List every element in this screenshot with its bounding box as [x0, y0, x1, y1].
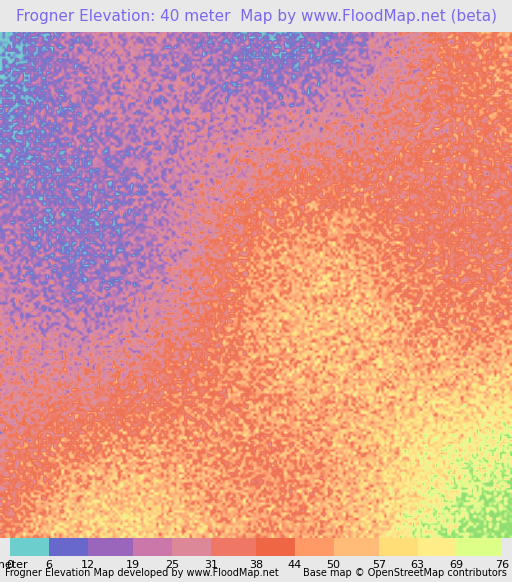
Text: 76: 76 [495, 560, 509, 570]
Text: 6: 6 [46, 560, 53, 570]
Bar [49, 538, 88, 556]
Bar [379, 538, 418, 556]
Text: Frogner Elevation Map developed by www.FloodMap.net: Frogner Elevation Map developed by www.F… [5, 568, 279, 579]
Bar [10, 538, 49, 556]
Bar [88, 538, 133, 556]
Text: 12: 12 [81, 560, 95, 570]
Text: 38: 38 [249, 560, 263, 570]
Bar [172, 538, 211, 556]
Text: Base map © OpenStreetMap contributors: Base map © OpenStreetMap contributors [303, 568, 507, 579]
Text: 25: 25 [165, 560, 179, 570]
Text: 63: 63 [411, 560, 424, 570]
Text: 19: 19 [126, 560, 140, 570]
Text: 50: 50 [327, 560, 340, 570]
Bar [457, 538, 502, 556]
Bar [133, 538, 172, 556]
Text: 57: 57 [372, 560, 386, 570]
Text: Frogner Elevation: 40 meter  Map by www.FloodMap.net (beta): Frogner Elevation: 40 meter Map by www.F… [15, 9, 497, 23]
Bar [334, 538, 379, 556]
Bar [295, 538, 334, 556]
Text: 31: 31 [204, 560, 218, 570]
Text: 44: 44 [288, 560, 302, 570]
Text: 0: 0 [7, 560, 14, 570]
Bar [256, 538, 295, 556]
Text: meter: meter [0, 560, 28, 570]
Text: 69: 69 [450, 560, 463, 570]
Bar [211, 538, 256, 556]
Bar [418, 538, 457, 556]
